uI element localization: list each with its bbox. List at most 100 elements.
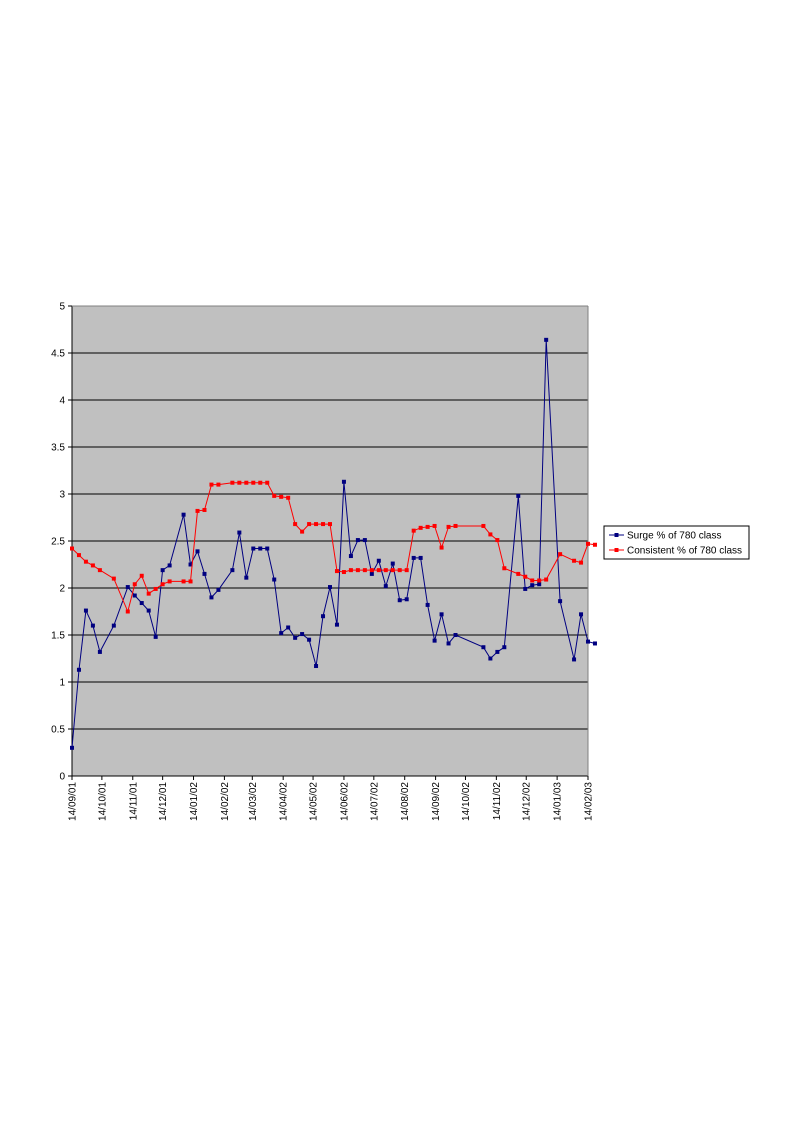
data-point xyxy=(341,570,346,575)
legend: Surge % of 780 class Consistent % of 780 … xyxy=(603,525,750,560)
data-point xyxy=(516,493,521,498)
x-tick-label: 14/12/02 xyxy=(522,782,533,821)
data-point xyxy=(167,563,172,568)
x-tick-label: 14/02/02 xyxy=(220,782,231,821)
data-point xyxy=(516,571,521,576)
x-tick-label: 14/12/01 xyxy=(158,782,169,821)
series-layer xyxy=(70,337,597,750)
x-tick-label: 14/08/02 xyxy=(400,782,411,821)
data-point xyxy=(397,598,402,603)
data-point xyxy=(209,595,214,600)
data-point xyxy=(558,552,563,557)
data-point xyxy=(139,601,144,606)
data-point xyxy=(404,597,409,602)
data-point xyxy=(530,583,535,588)
data-point xyxy=(244,575,249,580)
data-point xyxy=(251,480,256,485)
data-point xyxy=(300,529,305,534)
data-point xyxy=(383,568,388,573)
legend-label: Consistent % of 780 class xyxy=(627,546,742,557)
data-point xyxy=(83,608,88,613)
data-point xyxy=(272,493,277,498)
data-point xyxy=(321,614,326,619)
data-point xyxy=(314,664,319,669)
data-point xyxy=(411,528,416,533)
data-point xyxy=(125,585,130,590)
series-surge xyxy=(70,337,597,750)
data-point xyxy=(446,524,451,529)
data-point xyxy=(195,508,200,513)
data-point xyxy=(70,546,74,551)
data-point xyxy=(111,623,116,628)
data-point xyxy=(579,612,584,617)
data-point xyxy=(579,560,584,565)
data-point xyxy=(251,546,256,551)
y-tick-label: 0.5 xyxy=(51,725,65,736)
data-point xyxy=(307,637,312,642)
data-point xyxy=(300,632,305,637)
data-point xyxy=(362,538,367,543)
data-point xyxy=(418,525,423,530)
data-point xyxy=(258,546,263,551)
y-tick-label: 1 xyxy=(59,678,65,689)
data-point xyxy=(488,656,493,661)
data-point xyxy=(348,568,353,573)
data-point xyxy=(481,645,486,650)
data-point xyxy=(293,635,298,640)
data-point xyxy=(572,657,577,662)
data-point xyxy=(188,562,193,567)
x-tick-label: 14/09/01 xyxy=(68,782,79,821)
data-point xyxy=(495,538,500,543)
data-point xyxy=(90,623,95,628)
data-point xyxy=(111,576,116,581)
data-point xyxy=(181,579,186,584)
data-point xyxy=(230,480,235,485)
data-point xyxy=(286,495,291,500)
data-point xyxy=(70,745,74,750)
data-point xyxy=(216,587,221,592)
data-point xyxy=(481,523,486,528)
data-point xyxy=(230,568,235,573)
data-point xyxy=(202,507,207,512)
data-point xyxy=(537,582,542,587)
data-point xyxy=(334,569,339,574)
x-tick-label: 14/01/03 xyxy=(553,782,564,821)
y-tick-label: 4 xyxy=(59,396,65,407)
data-point xyxy=(328,585,332,590)
data-point xyxy=(537,578,542,583)
data-point xyxy=(530,578,535,583)
data-point xyxy=(425,602,430,607)
data-point xyxy=(383,584,388,589)
legend-label: Surge % of 780 class xyxy=(627,531,722,542)
data-point xyxy=(139,573,144,578)
data-point xyxy=(453,633,458,637)
y-tick-label: 2 xyxy=(59,584,65,595)
data-point xyxy=(293,522,298,527)
data-point xyxy=(244,480,249,485)
data-point xyxy=(502,566,507,571)
x-tick-label: 14/11/01 xyxy=(128,782,139,821)
data-point xyxy=(432,638,437,643)
data-point xyxy=(502,645,507,650)
legend-marker xyxy=(614,548,619,552)
x-tick-label: 14/06/02 xyxy=(339,782,350,821)
data-point xyxy=(355,538,360,543)
data-point xyxy=(397,568,402,573)
data-point xyxy=(160,582,165,587)
data-point xyxy=(544,577,549,582)
data-point xyxy=(202,571,207,576)
data-point xyxy=(76,667,81,672)
x-tick-label: 14/11/02 xyxy=(492,782,503,821)
data-point xyxy=(586,639,590,644)
data-point xyxy=(341,479,346,484)
data-point xyxy=(146,608,151,613)
data-point xyxy=(369,571,374,576)
data-point xyxy=(376,558,381,563)
x-tick-label: 14/05/02 xyxy=(309,782,320,821)
data-point xyxy=(544,337,549,342)
data-point xyxy=(237,530,242,535)
data-point xyxy=(334,622,339,627)
data-point xyxy=(328,522,332,527)
data-point xyxy=(195,549,200,554)
